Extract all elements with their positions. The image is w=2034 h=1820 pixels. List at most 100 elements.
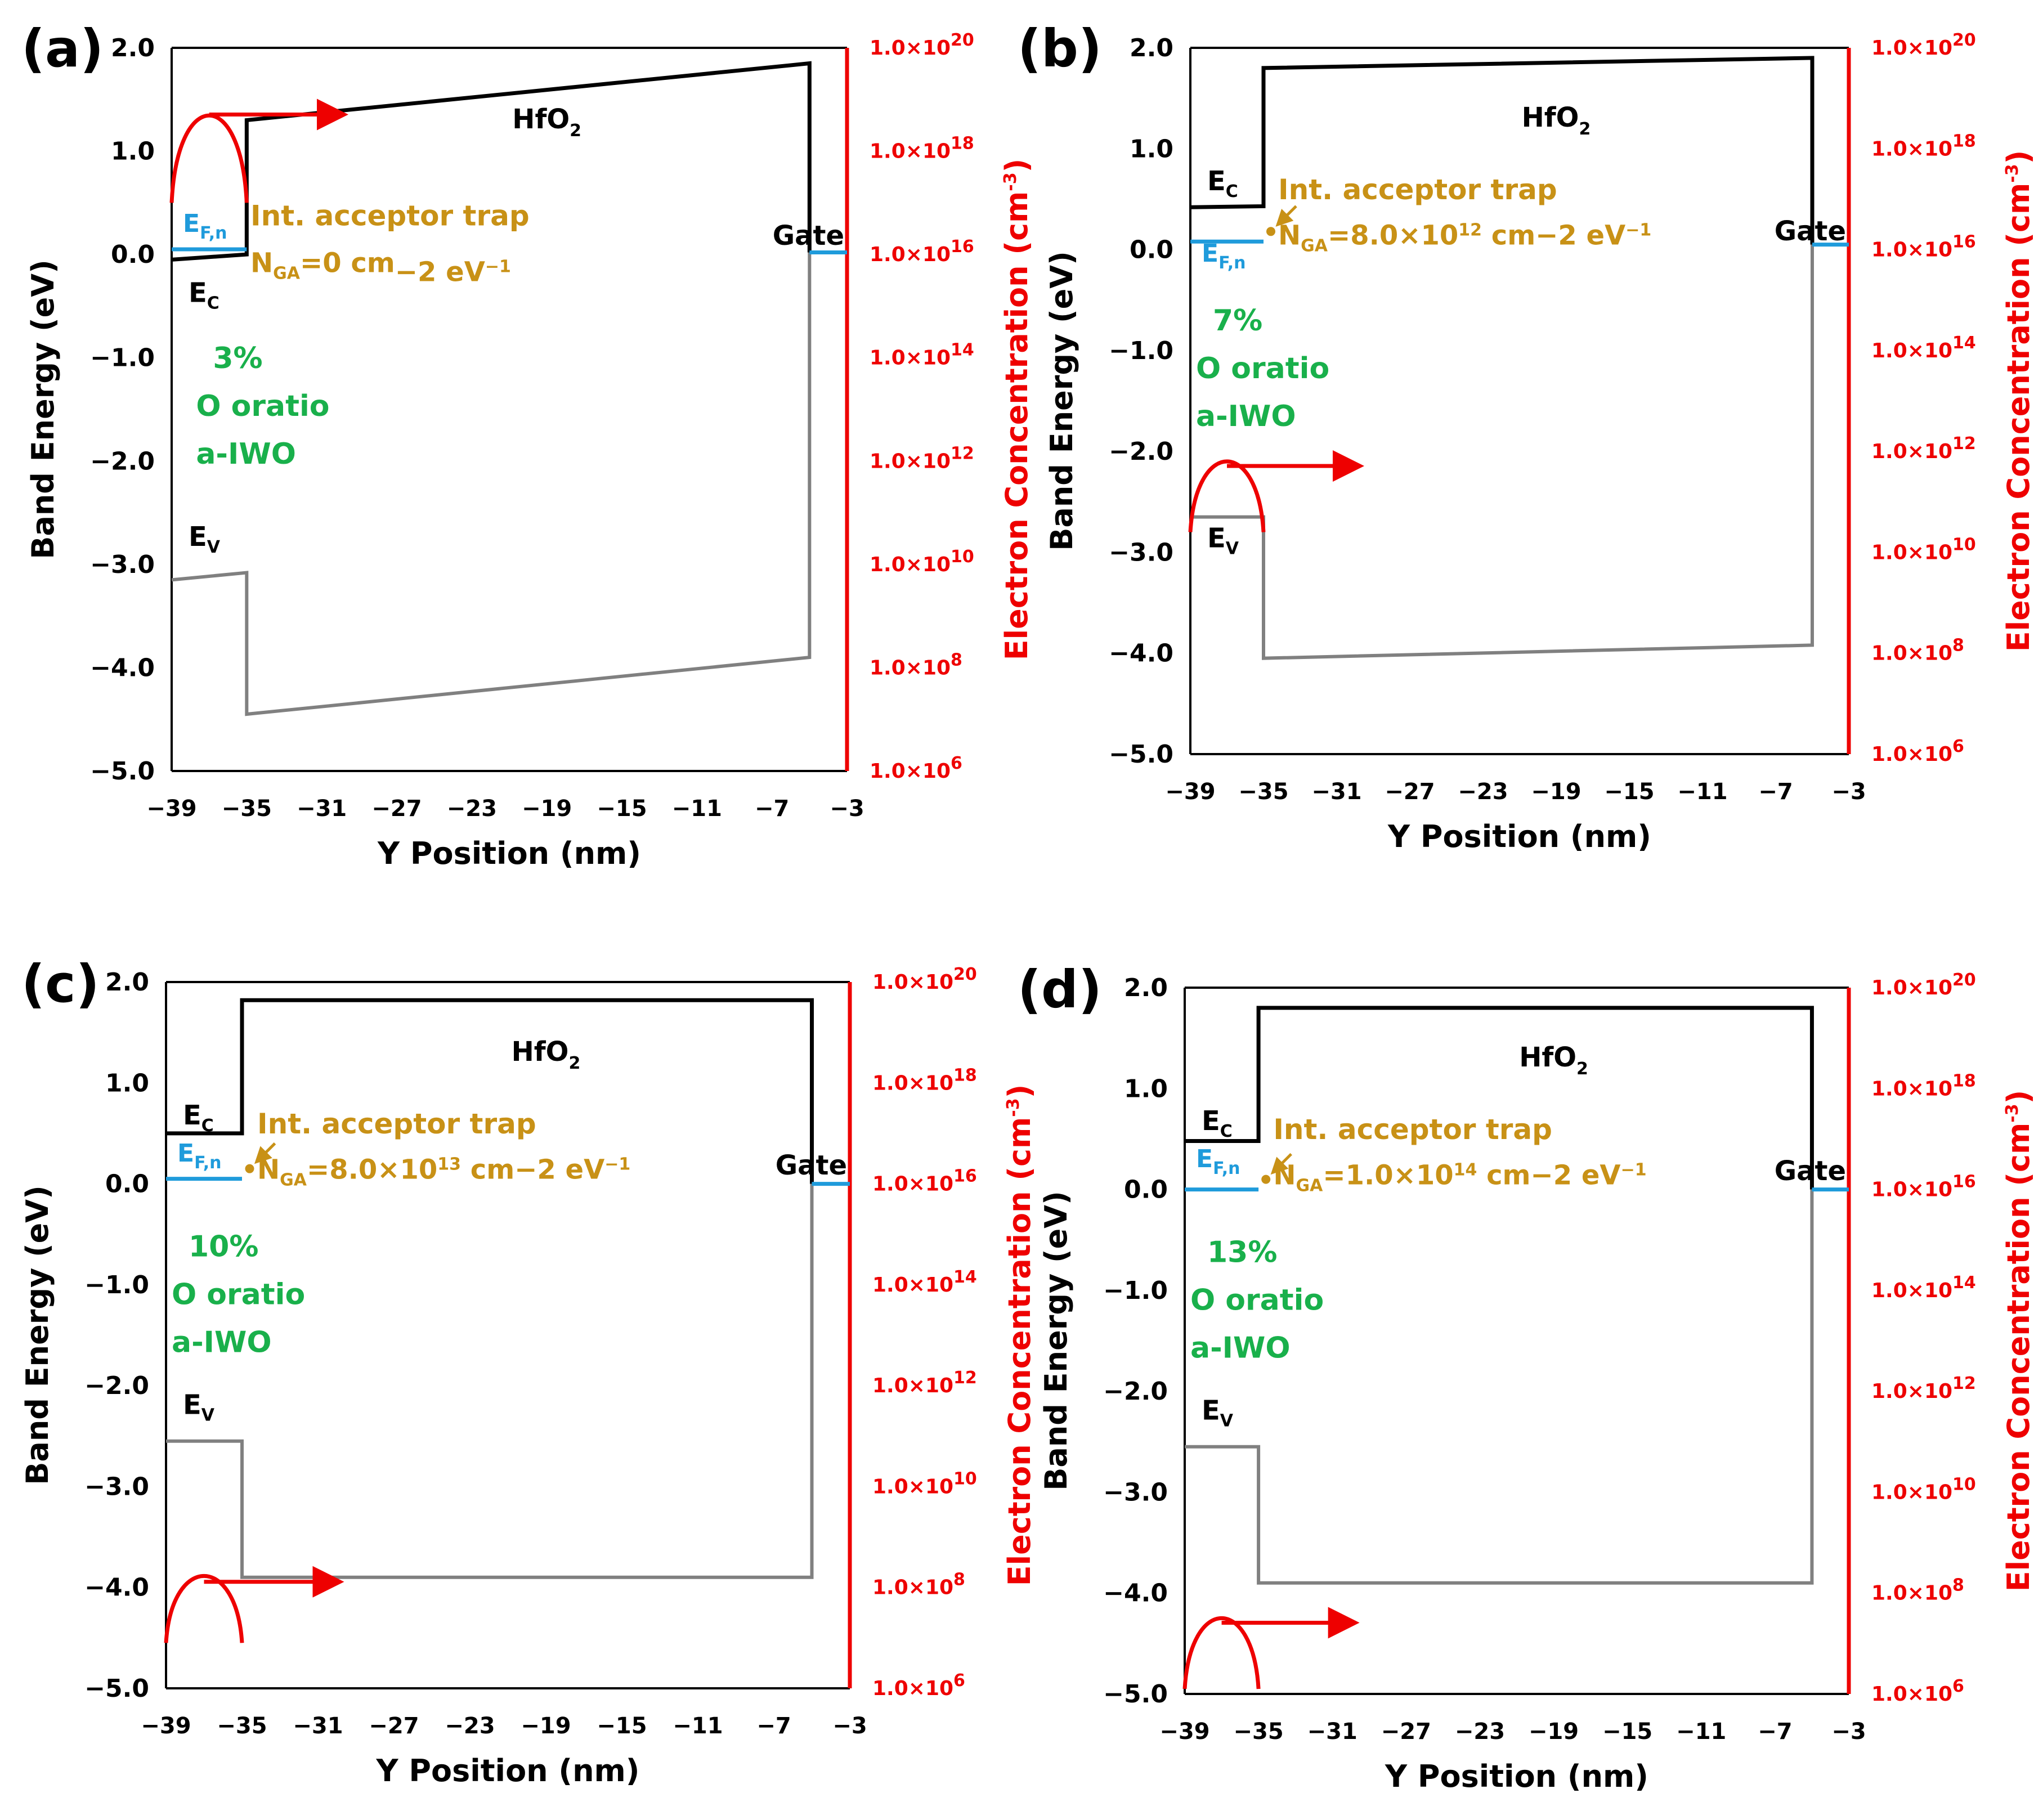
y2-tick-exponent: 14 [953,1267,977,1287]
hfo2-subscript: 2 [1579,119,1591,139]
material-label: a-IWO [172,1326,272,1360]
y2-tick-exponent: 12 [953,1368,977,1388]
gate-label: Gate [776,1150,847,1181]
x-tick-text: −19 [521,1713,571,1739]
x-tick-text: −23 [445,1713,495,1739]
y2-tick-label: 1.0×1012 [1871,1374,1976,1403]
nga-units: cm−2 [461,1154,556,1186]
y2-tick-label: 1.0×1010 [872,1469,977,1498]
ec-text: E [1202,1105,1220,1137]
y2-axis-title-close: ) [1002,1084,1037,1099]
y-tick-text: −5.0 [1103,1680,1168,1709]
x-tick-label: −11 [1677,779,1727,805]
y2-tick-label: 1.0×1014 [872,1267,977,1297]
x-tick-text: −19 [1529,1719,1579,1745]
y2-axis-title-close: ) [2001,1090,2034,1104]
x-tick-text: −19 [1531,779,1581,805]
x-tick-label: −23 [1455,1719,1505,1745]
y2-axis-title: Electron Concentration (cm-3) [2001,150,2034,652]
gate-text: Gate [773,220,844,252]
x-tick-text: −7 [1758,1719,1792,1745]
y2-tick-label: 1.0×1010 [1871,1474,1976,1504]
x-tick-label: −39 [141,1713,191,1739]
nga-value: =8.0×10 [1328,220,1458,252]
y2-axis-title-text: Electron Concentration (cm [2001,1123,2034,1592]
x-tick-label: −39 [146,796,196,822]
hfo2-label: HfO2 [512,104,581,141]
x-tick-label: −27 [1385,779,1435,805]
efn-subscript: F,n [194,1153,221,1173]
trap-label-line1: Int. acceptor trap [250,200,530,232]
x-tick-text: −31 [293,1713,343,1739]
o-ratio-label: O oratio [1190,1284,1324,1317]
y-tick-text: 0.0 [105,1170,149,1199]
y-tick-label: 2.0 [111,34,155,62]
y-tick-label: 1.0 [1124,1074,1168,1103]
y-tick-label: −2.0 [90,447,155,476]
ev-label: EV [1207,522,1239,558]
electron-concentration-curve [164,1574,244,1643]
x-axis-title: Y Position (nm) [1385,1759,1648,1794]
y-tick-text: −2.0 [90,447,155,476]
trap-dot [1261,1175,1271,1184]
panel-label: (c) [21,954,100,1014]
nga-units: cm−2 [1477,1160,1572,1191]
nga-n-text: N [1278,220,1301,252]
x-tick-label: −3 [1831,1719,1866,1745]
y2-tick-mantissa: 1.0×10 [872,1475,953,1498]
series-e-v [1190,244,1814,660]
x-tick-label: −31 [1311,779,1361,805]
y-tick-label: 1.0 [1130,135,1173,163]
nga-value: =0 cm [300,247,395,279]
y2-tick-label: 1.0×106 [870,754,962,783]
x-tick-text: −35 [222,796,272,822]
y2-tick-label: 1.0×1020 [870,30,974,60]
x-tick-text: −31 [297,796,347,822]
y2-tick-mantissa: 1.0×10 [1871,1279,1952,1302]
y2-tick-exponent: 6 [953,1671,965,1691]
ec-label: EC [1202,1105,1233,1141]
trap-pointer-arrow [1270,1153,1292,1175]
y-tick-text: −1.0 [1109,337,1173,365]
y-tick-text: −1.0 [90,344,155,373]
y-tick-label: −5.0 [1103,1680,1168,1709]
y2-axis-title: Electron Concentration (cm-3) [999,159,1034,661]
y2-tick-exponent: 20 [1952,970,1976,990]
material-text: a-IWO [172,1326,272,1360]
o-ratio-text: O oratio [196,389,329,423]
y-tick-text: 2.0 [1130,34,1173,62]
panel-c: (c) 2.0 1.0 0.0 −1.0 −2.0 −3.0 −4.0 −5.0 −39 −35 −3… [20,954,1037,1788]
y-tick-text: −5.0 [90,757,155,786]
x-tick-text: −23 [447,796,497,822]
x-tick-label: −35 [222,796,272,822]
hfo2-label: HfO2 [512,1036,581,1073]
y2-tick-label: 1.0×106 [1871,737,1964,766]
y2-tick-exponent: 18 [953,1065,977,1085]
y2-tick-mantissa: 1.0×10 [1871,1380,1952,1403]
nga-subscript: GA [280,1171,307,1190]
y2-tick-label: 1.0×108 [870,650,962,679]
x-tick-text: −3 [1831,779,1866,805]
y2-tick-mantissa: 1.0×10 [1871,37,1952,60]
y2-tick-mantissa: 1.0×10 [870,553,951,576]
trap-label-line1: Int. acceptor trap [1278,173,1557,206]
ev-subscript: V [207,537,221,557]
y-tick-text: −4.0 [84,1574,149,1602]
o-ratio-percent: 13% [1207,1236,1277,1270]
nga-ev-exponent: −1 [604,1155,630,1175]
y2-axis-title-exp: -3 [2002,164,2022,182]
y2-tick-label: 1.0×1016 [1871,1172,1976,1202]
y2-tick-label: 1.0×1018 [872,1065,977,1095]
y-axis-title: Band Energy (eV) [1044,251,1079,551]
panel-label: (b) [1018,19,1102,79]
y-tick-text: −2.0 [84,1371,149,1400]
y2-tick-label: 1.0×1016 [1871,232,1976,262]
x-tick-label: −27 [369,1713,419,1739]
efn-label: EF,n [1196,1145,1240,1178]
x-tick-text: −11 [1677,779,1727,805]
y2-axis-title: Electron Concentration (cm-3) [2001,1090,2034,1592]
y-tick-label: 2.0 [1130,34,1173,62]
y2-tick-exponent: 6 [951,754,962,773]
y-tick-label: 2.0 [1124,974,1168,1002]
